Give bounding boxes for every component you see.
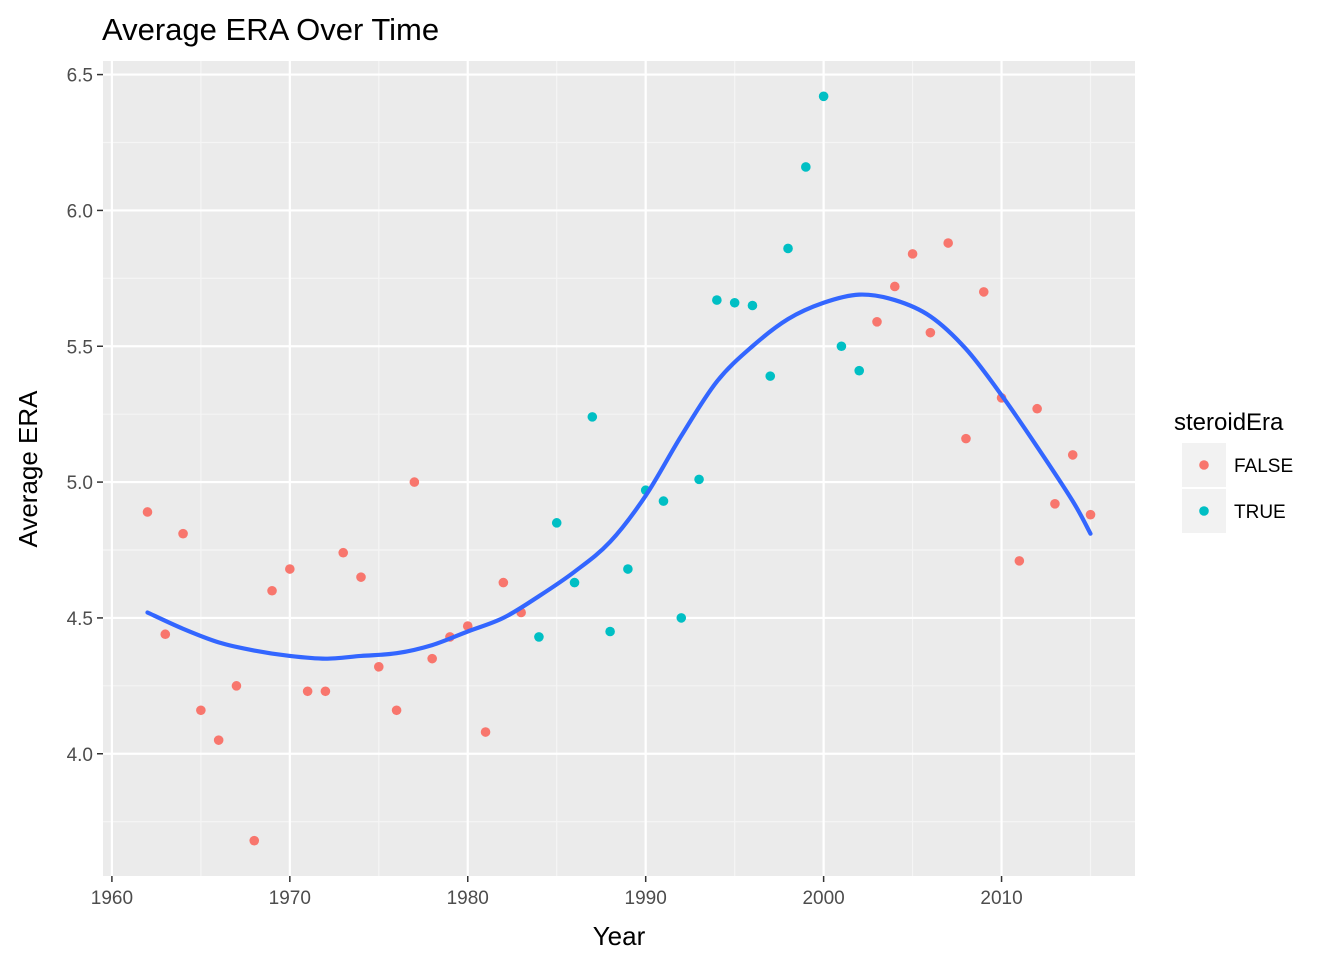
point-false [249, 835, 260, 846]
point-true [551, 518, 562, 528]
point-false [978, 287, 989, 297]
point-true [836, 341, 847, 352]
x-tick-label: 1980 [447, 888, 489, 909]
point-false [409, 477, 420, 487]
point-false [267, 585, 277, 596]
point-false [961, 433, 971, 444]
point-false [373, 662, 384, 672]
y-axis-title: Average ERA [13, 390, 43, 548]
point-false [480, 727, 491, 737]
point-false [427, 653, 437, 664]
x-axis: 1960 1970 1980 1990 2000 2010 [91, 876, 1023, 909]
point-false [231, 681, 242, 691]
x-tick-label: 1970 [269, 888, 311, 909]
point-false [889, 281, 900, 292]
point-true [676, 613, 687, 623]
legend-label: FALSE [1234, 456, 1293, 477]
point-true [605, 626, 615, 637]
point-false [160, 629, 171, 640]
point-true [623, 564, 633, 574]
point-true [729, 297, 740, 308]
y-tick-label: 5.0 [67, 473, 93, 494]
legend-label: TRUE [1234, 502, 1286, 523]
point-false [498, 577, 509, 588]
point-false [178, 528, 188, 539]
grid-minor [103, 61, 1135, 876]
legend-entries: FALSE TRUE [1182, 443, 1293, 533]
point-true [569, 577, 580, 588]
point-false [213, 735, 224, 745]
point-false [142, 507, 153, 517]
point-false [285, 564, 295, 574]
smooth-line-layer [145, 292, 1093, 661]
point-true [534, 632, 544, 642]
grid-major [103, 61, 1135, 876]
point-true [658, 496, 669, 506]
y-tick-label: 4.5 [67, 609, 93, 630]
point-false [925, 327, 936, 338]
point-false [1032, 403, 1042, 414]
point-false [907, 249, 918, 259]
point-true [712, 295, 722, 305]
point-false [1050, 499, 1060, 509]
point-true [801, 162, 811, 172]
point-false [1085, 509, 1096, 520]
point-false [1067, 450, 1078, 460]
point-false [1014, 556, 1025, 566]
point-false [320, 686, 331, 697]
point-true [818, 91, 829, 102]
point-true [747, 300, 758, 311]
y-tick-label: 6.5 [67, 66, 93, 87]
y-axis: 4.0 4.5 5.0 5.5 6.0 6.5 [67, 66, 103, 766]
x-tick-label: 1990 [625, 888, 667, 909]
x-axis-title: Year [593, 921, 646, 951]
point-true [694, 474, 704, 485]
x-tick-label: 2010 [980, 888, 1022, 909]
y-tick-label: 5.5 [67, 337, 93, 358]
x-tick-label: 2000 [802, 888, 844, 909]
point-true [587, 412, 598, 422]
legend: steroidEra FALSE TRUE [1174, 409, 1293, 533]
chart-title: Average ERA Over Time [102, 12, 439, 47]
plot-panel [103, 61, 1135, 876]
point-false [338, 547, 349, 558]
point-false [391, 705, 402, 716]
point-true [783, 243, 793, 254]
point-false [943, 238, 953, 248]
legend-marker-false [1199, 460, 1209, 470]
x-tick-label: 1960 [91, 888, 133, 909]
y-tick-label: 6.0 [67, 201, 93, 222]
point-false [196, 705, 206, 716]
point-true [854, 365, 865, 376]
point-true [765, 371, 776, 381]
point-false [356, 572, 366, 582]
legend-title: steroidEra [1174, 409, 1284, 436]
legend-marker-true [1199, 506, 1209, 516]
y-tick-label: 4.0 [67, 745, 93, 766]
smooth-line [145, 292, 1093, 661]
point-false [872, 317, 882, 327]
point-false [302, 686, 313, 697]
